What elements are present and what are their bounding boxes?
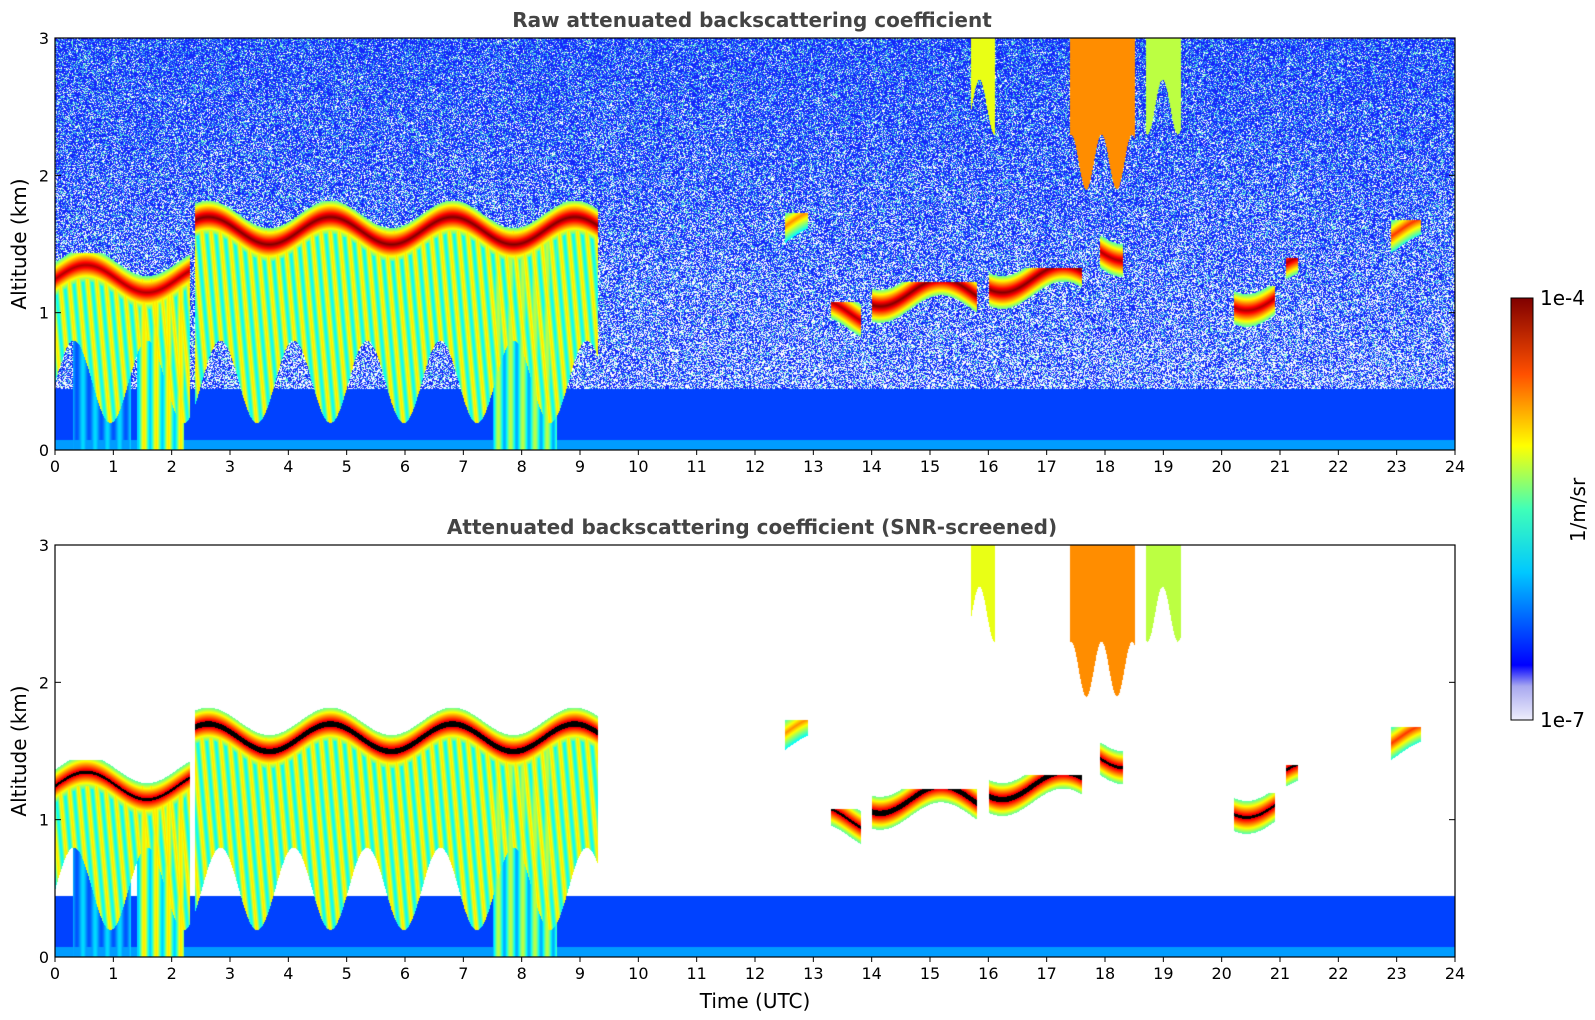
x-tick-label: 24 (1445, 964, 1465, 983)
x-tick-label: 2 (167, 964, 177, 983)
x-tick-label: 23 (1386, 964, 1406, 983)
x-tick-label: 7 (458, 964, 468, 983)
x-tick-label: 1 (108, 964, 118, 983)
x-tick-label: 16 (978, 457, 998, 476)
x-tick-label: 3 (225, 964, 235, 983)
x-tick-label: 19 (1153, 964, 1173, 983)
x-tick-label: 10 (628, 457, 648, 476)
colorbar-max-label: 1e-4 (1540, 286, 1585, 310)
bottom-heatmap-canvas (55, 545, 1455, 957)
x-tick-label: 8 (517, 964, 527, 983)
x-tick-label: 23 (1386, 457, 1406, 476)
top-heatmap-canvas (55, 38, 1455, 450)
bottom-axis-ticks: 0 1 2 3 4 5 6 7 8 9 10 11 12 13 14 15 16 17 18 19 20 21 22 23 24… (39, 536, 1465, 983)
x-tick-label: 9 (575, 964, 585, 983)
x-tick-label: 4 (283, 457, 293, 476)
y-tick-label: 0 (39, 441, 49, 460)
x-tick-label: 13 (803, 964, 823, 983)
x-tick-label: 18 (1095, 457, 1115, 476)
x-tick-label: 18 (1095, 964, 1115, 983)
x-tick-label: 14 (861, 457, 881, 476)
y-tick-label: 3 (39, 29, 49, 48)
x-tick-label: 21 (1270, 457, 1290, 476)
x-tick-label: 22 (1328, 964, 1348, 983)
x-tick-label: 12 (745, 964, 765, 983)
colorbar (1510, 297, 1534, 721)
x-tick-label: 22 (1328, 457, 1348, 476)
colorbar-unit-label: 1/m/sr (1566, 477, 1590, 542)
x-tick-label: 1 (108, 457, 118, 476)
colorbar-min-label: 1e-7 (1540, 708, 1585, 732)
y-tick-label: 0 (39, 948, 49, 967)
x-tick-label: 11 (686, 964, 706, 983)
y-tick-label: 2 (39, 673, 49, 692)
x-tick-label: 2 (167, 457, 177, 476)
top-plot-area (55, 38, 1455, 450)
x-tick-label: 12 (745, 457, 765, 476)
x-tick-label: 4 (283, 964, 293, 983)
y-tick-label: 1 (39, 811, 49, 830)
x-tick-label: 20 (1211, 964, 1231, 983)
x-tick-label: 15 (920, 457, 940, 476)
top-y-axis-label: Altitude (km) (7, 178, 31, 309)
top-axis-ticks: 0 1 2 3 4 5 6 7 8 9 10 11 12 13 14 15 16 17 18 19 20 21 22 23 24… (39, 29, 1465, 476)
x-tick-label: 6 (400, 964, 410, 983)
x-tick-label: 9 (575, 457, 585, 476)
x-tick-label: 16 (978, 964, 998, 983)
y-tick-label: 1 (39, 304, 49, 323)
x-tick-label: 17 (1036, 457, 1056, 476)
x-tick-label: 14 (861, 964, 881, 983)
x-tick-label: 13 (803, 457, 823, 476)
x-tick-label: 5 (342, 457, 352, 476)
x-tick-label: 19 (1153, 457, 1173, 476)
y-tick-label: 3 (39, 536, 49, 555)
x-tick-label: 0 (50, 964, 60, 983)
x-axis-label: Time (UTC) (699, 989, 811, 1013)
x-tick-label: 7 (458, 457, 468, 476)
y-tick-label: 2 (39, 166, 49, 185)
x-tick-label: 5 (342, 964, 352, 983)
x-tick-label: 8 (517, 457, 527, 476)
bottom-plot-area (55, 545, 1455, 957)
x-tick-label: 21 (1270, 964, 1290, 983)
x-tick-label: 3 (225, 457, 235, 476)
x-tick-label: 15 (920, 964, 940, 983)
x-tick-label: 0 (50, 457, 60, 476)
top-panel-title: Raw attenuated backscattering coefficien… (512, 8, 992, 32)
x-tick-label: 11 (686, 457, 706, 476)
x-tick-label: 17 (1036, 964, 1056, 983)
x-tick-label: 24 (1445, 457, 1465, 476)
bottom-y-axis-label: Altitude (km) (7, 685, 31, 816)
x-tick-label: 6 (400, 457, 410, 476)
bottom-panel-title: Attenuated backscattering coefficient (S… (447, 515, 1057, 539)
x-tick-label: 10 (628, 964, 648, 983)
x-tick-label: 20 (1211, 457, 1231, 476)
